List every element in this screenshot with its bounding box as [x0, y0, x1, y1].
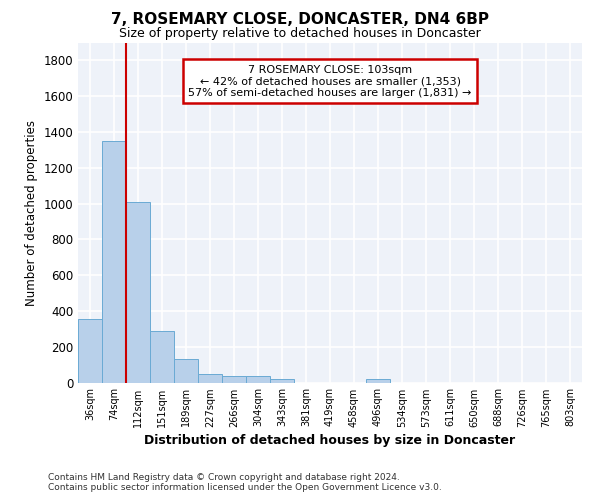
- Text: 7, ROSEMARY CLOSE, DONCASTER, DN4 6BP: 7, ROSEMARY CLOSE, DONCASTER, DN4 6BP: [111, 12, 489, 28]
- Bar: [198, 374, 222, 382]
- Bar: [366, 379, 390, 382]
- Bar: [102, 141, 126, 382]
- Bar: [174, 359, 198, 382]
- Bar: [78, 319, 102, 382]
- Text: Contains HM Land Registry data © Crown copyright and database right 2024.
Contai: Contains HM Land Registry data © Crown c…: [48, 473, 442, 492]
- Bar: [150, 330, 174, 382]
- Y-axis label: Number of detached properties: Number of detached properties: [25, 120, 38, 306]
- Bar: [246, 376, 270, 382]
- Bar: [126, 202, 150, 382]
- Text: 7 ROSEMARY CLOSE: 103sqm
← 42% of detached houses are smaller (1,353)
57% of sem: 7 ROSEMARY CLOSE: 103sqm ← 42% of detach…: [188, 64, 472, 98]
- Bar: [222, 376, 246, 382]
- Bar: [270, 379, 294, 382]
- X-axis label: Distribution of detached houses by size in Doncaster: Distribution of detached houses by size …: [145, 434, 515, 447]
- Text: Size of property relative to detached houses in Doncaster: Size of property relative to detached ho…: [119, 28, 481, 40]
